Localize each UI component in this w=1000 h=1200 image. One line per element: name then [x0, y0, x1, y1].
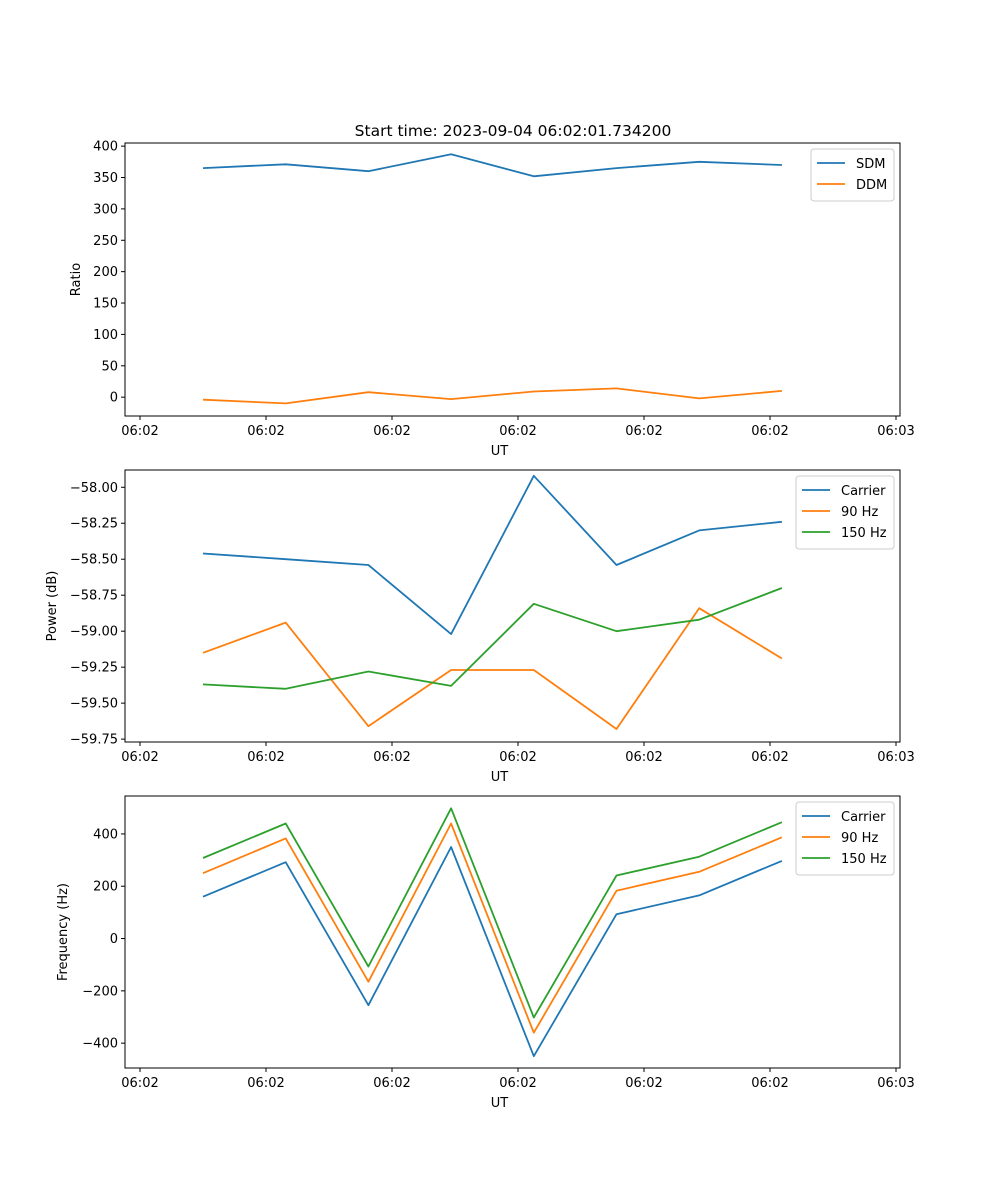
- legend-entry: Carrier: [841, 484, 886, 499]
- y-tick-label: −59.25: [70, 661, 118, 676]
- x-tick-label: 06:02: [751, 1076, 788, 1091]
- x-axis-label: UT: [491, 444, 509, 459]
- x-tick-label: 06:02: [247, 1076, 284, 1091]
- x-tick-label: 06:02: [625, 424, 662, 439]
- x-tick-label: 06:03: [877, 750, 914, 765]
- y-tick-label: 200: [93, 880, 118, 895]
- x-tick-label: 06:02: [247, 750, 284, 765]
- x-axis-label: UT: [491, 770, 509, 785]
- y-tick-label: 400: [93, 827, 118, 842]
- y-tick-label: −59.75: [70, 733, 118, 748]
- x-tick-label: 06:02: [121, 424, 158, 439]
- y-tick-label: 50: [101, 359, 118, 374]
- legend-entry: SDM: [856, 157, 885, 172]
- x-tick-label: 06:02: [751, 750, 788, 765]
- legend-entry: 150 Hz: [841, 852, 887, 867]
- x-tick-label: 06:02: [247, 424, 284, 439]
- y-tick-label: 400: [93, 140, 118, 155]
- legend-entry: DDM: [856, 178, 887, 193]
- plot-panel-3: 06:02 06:02 06:02 06:02 06:02 06:02 06:03 −400 −…: [56, 795, 915, 1111]
- series-line-ddm: [202, 387, 782, 405]
- y-tick-label: 100: [93, 328, 118, 343]
- y-tick-label: −58.00: [70, 481, 118, 496]
- plots: 06:02 06:02 06:02 06:02 06:02 06:02 06:03 0 50 10…: [45, 140, 915, 1111]
- series-line-90-hz: [202, 607, 783, 730]
- y-tick-label: 0: [110, 932, 118, 947]
- plot-panel-1: 06:02 06:02 06:02 06:02 06:02 06:02 06:03 0 50 10…: [69, 140, 915, 459]
- y-axis-label: Power (dB): [45, 571, 60, 642]
- x-tick-label: 06:02: [373, 424, 410, 439]
- y-tick-label: 250: [93, 234, 118, 249]
- y-tick-label: −200: [82, 984, 118, 999]
- x-tick-label: 06:02: [751, 424, 788, 439]
- y-axis-label: Frequency (Hz): [56, 883, 71, 981]
- legend-entry: 90 Hz: [841, 831, 878, 846]
- series-line-carrier: [202, 846, 783, 1058]
- y-tick-label: 200: [93, 265, 118, 280]
- y-tick-label: −58.75: [70, 589, 118, 604]
- x-tick-label: 06:02: [499, 750, 536, 765]
- series-line-sdm: [202, 153, 782, 178]
- x-tick-label: 06:03: [877, 424, 914, 439]
- series-line-150-hz: [202, 807, 783, 1019]
- x-tick-label: 06:02: [373, 1076, 410, 1091]
- x-tick-label: 06:02: [121, 750, 158, 765]
- y-tick-label: 350: [93, 171, 118, 186]
- plot-frame: [124, 795, 901, 1069]
- legend-entry: Carrier: [841, 810, 886, 825]
- y-tick-label: −400: [82, 1037, 118, 1052]
- legend-entry: 150 Hz: [841, 526, 887, 541]
- series-line-carrier: [202, 474, 782, 635]
- y-axis-label: Ratio: [69, 263, 84, 296]
- legend: Carrier 90 Hz 150 Hz: [795, 475, 895, 550]
- x-tick-label: 06:02: [625, 750, 662, 765]
- y-tick-label: −58.25: [70, 517, 118, 532]
- x-tick-label: 06:02: [625, 1076, 662, 1091]
- legend: SDM DDM: [810, 148, 895, 202]
- x-tick-label: 06:03: [877, 1076, 914, 1091]
- plot-frame: [124, 142, 901, 417]
- y-tick-label: 300: [93, 202, 118, 217]
- legend-box: [795, 801, 895, 876]
- legend-box: [795, 475, 895, 550]
- chart-title: Start time: 2023-09-04 06:02:01.734200: [355, 122, 672, 140]
- plot-panel-2: 06:02 06:02 06:02 06:02 06:02 06:02 06:03 −59.7…: [45, 469, 915, 785]
- legend-box: [810, 148, 895, 202]
- y-tick-label: 0: [110, 391, 118, 406]
- series-line-150-hz: [202, 587, 783, 690]
- legend-entry: 90 Hz: [841, 505, 878, 520]
- y-tick-label: −59.50: [70, 697, 118, 712]
- x-axis-label: UT: [491, 1096, 509, 1111]
- plot-frame: [124, 469, 901, 743]
- x-tick-label: 06:02: [499, 424, 536, 439]
- y-tick-label: −59.00: [70, 625, 118, 640]
- x-tick-label: 06:02: [373, 750, 410, 765]
- legend: Carrier 90 Hz 150 Hz: [795, 801, 895, 876]
- y-tick-label: 150: [93, 297, 118, 312]
- x-tick-label: 06:02: [499, 1076, 536, 1091]
- y-tick-label: −58.50: [70, 553, 118, 568]
- series-line-90-hz: [202, 822, 783, 1034]
- x-tick-label: 06:02: [121, 1076, 158, 1091]
